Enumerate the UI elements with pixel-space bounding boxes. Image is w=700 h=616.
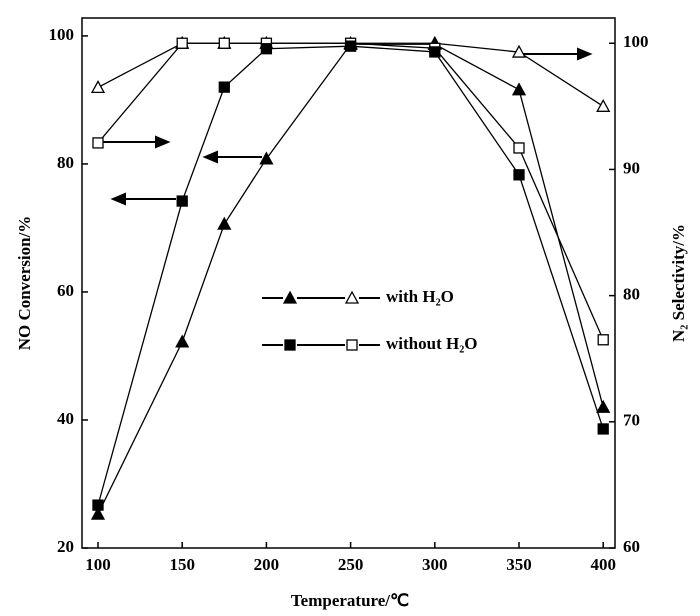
arrow-head xyxy=(110,192,126,206)
x-axis-title: Temperature/℃ xyxy=(291,591,409,610)
marker xyxy=(513,142,525,154)
marker xyxy=(217,216,232,230)
series-line xyxy=(97,45,604,506)
x-tick-label: 150 xyxy=(169,555,195,574)
marker xyxy=(511,82,527,96)
marker xyxy=(259,151,274,165)
legend-marker xyxy=(344,290,360,304)
legend-marker xyxy=(346,339,358,351)
y2-tick-label: 100 xyxy=(623,32,649,51)
marker xyxy=(596,399,611,413)
marker xyxy=(344,40,357,52)
marker xyxy=(175,334,190,348)
marker xyxy=(596,98,611,112)
y2-tick-label: 60 xyxy=(623,537,640,556)
marker xyxy=(176,195,188,207)
arrow-head xyxy=(202,150,218,164)
marker xyxy=(90,80,106,94)
legend-marker xyxy=(282,290,298,304)
y2-tick-label: 70 xyxy=(623,411,640,430)
x-tick-label: 100 xyxy=(85,555,111,574)
legend-label: with H₂O xyxy=(386,287,454,306)
y-tick-label: 80 xyxy=(57,153,74,172)
marker xyxy=(260,43,273,55)
marker xyxy=(511,44,527,58)
y-tick-label: 100 xyxy=(49,25,75,44)
x-tick-label: 400 xyxy=(590,555,616,574)
marker xyxy=(513,169,525,181)
y2-tick-label: 80 xyxy=(623,285,640,304)
y2-tick-label: 90 xyxy=(623,158,640,177)
marker xyxy=(218,37,230,49)
y-tick-label: 20 xyxy=(57,537,74,556)
y-tick-label: 40 xyxy=(57,409,74,428)
legend-marker xyxy=(284,339,296,351)
series-line xyxy=(97,43,604,515)
marker xyxy=(218,81,230,93)
marker xyxy=(176,37,188,49)
marker xyxy=(92,137,104,149)
y-axis-title: NO Conversion/% xyxy=(15,216,34,351)
arrow-head xyxy=(155,135,171,149)
legend-label: without H₂O xyxy=(386,334,478,353)
y2-axis-title: N₂ Selectivity/% xyxy=(669,224,688,342)
marker xyxy=(429,46,441,58)
marker xyxy=(92,499,104,511)
arrow-head xyxy=(577,47,593,61)
series-line xyxy=(97,42,604,341)
annotation-arrows xyxy=(96,47,593,206)
x-tick-label: 200 xyxy=(254,555,280,574)
marker xyxy=(597,334,609,346)
marker xyxy=(90,506,106,520)
x-tick-label: 350 xyxy=(506,555,532,574)
y-tick-label: 60 xyxy=(57,281,74,300)
marker xyxy=(597,423,609,435)
x-tick-label: 250 xyxy=(338,555,364,574)
plot-frame xyxy=(81,17,616,549)
x-tick-label: 300 xyxy=(422,555,448,574)
